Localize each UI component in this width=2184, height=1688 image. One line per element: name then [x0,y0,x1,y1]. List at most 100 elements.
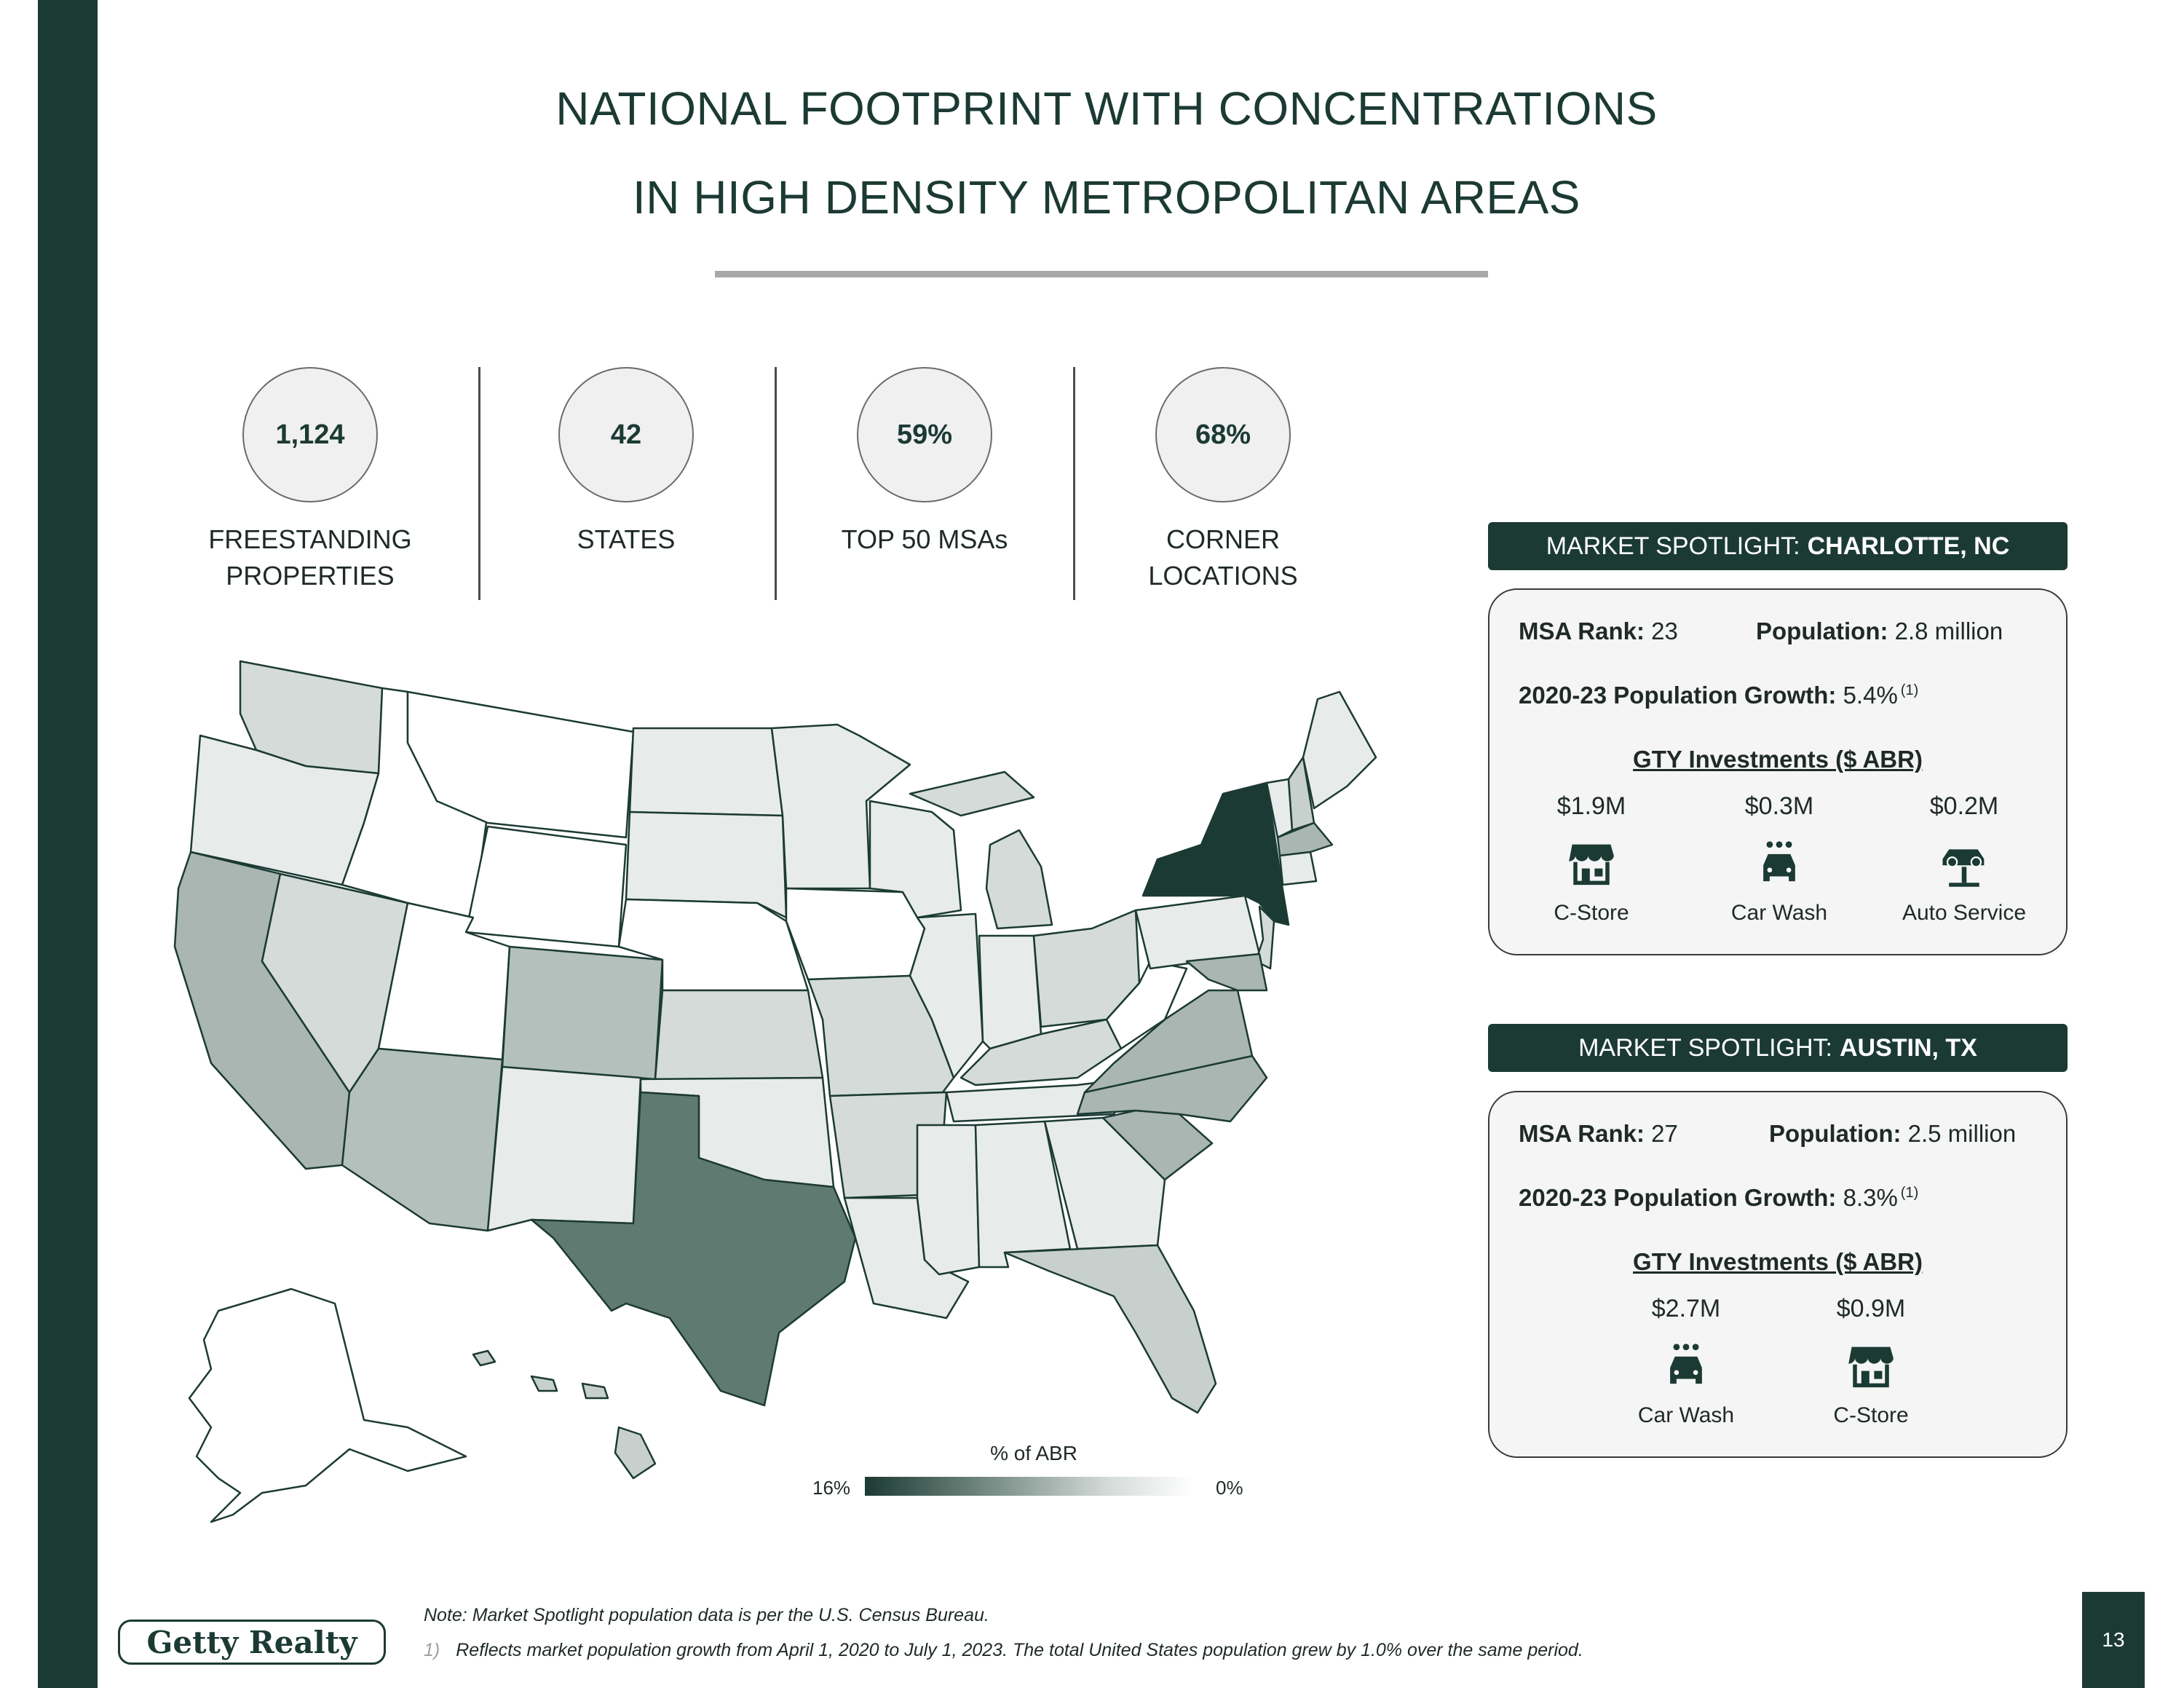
state-maine [1302,690,1377,810]
population-value: 2.8 million [1894,618,2003,644]
growth-footnote-ref: (1) [1900,682,1919,698]
investment-name: Car Wash [1637,1403,1735,1427]
investments-title: GTY Investments ($ ABR) [1633,1248,1923,1275]
state-michigan [909,770,1053,930]
growth-footnote-ref: (1) [1900,1185,1919,1201]
stat-corner: 68% CORNER LOCATIONS [1092,367,1354,594]
state-indiana [978,934,1042,1050]
stat-label: PROPERTIES [226,561,395,591]
growth-value: 8.3% [1843,1184,1898,1211]
stat-value: 42 [558,367,694,502]
car-wash-icon [1599,1336,1773,1396]
car-wash-icon [1692,834,1867,894]
investment-amount: $1.9M [1556,792,1626,820]
stat-label: LOCATIONS [1148,561,1298,591]
population-label: Population: [1769,1120,1902,1147]
stat-divider [478,367,480,600]
state-wisconsin [869,800,962,919]
investments-title: GTY Investments ($ ABR) [1633,746,1923,773]
stat-divider [775,367,777,600]
company-logo: Getty Realty [118,1620,386,1665]
stat-label: TOP 50 MSAs [841,524,1008,554]
state-north-dakota [628,727,784,817]
state-connecticut-rhode-island [1278,851,1318,886]
spotlight-market: AUSTIN, TX [1839,1033,1977,1062]
investment-amount: $0.3M [1744,792,1814,820]
investment-amount: $0.2M [1929,792,1999,820]
state-florida [1003,1244,1217,1414]
stat-label: CORNER [1166,524,1280,554]
state-maryland-delaware [1185,953,1268,992]
footnote-1: 1) Reflects market population growth from… [424,1640,1583,1661]
population-value: 2.5 million [1907,1120,2017,1147]
spotlight-header-austin: MARKET SPOTLIGHT: AUSTIN, TX [1488,1024,2068,1072]
stat-properties: 1,124 FREESTANDING PROPERTIES [179,367,441,594]
population-label: Population: [1756,618,1888,644]
state-texas [530,1091,857,1407]
spotlight-prefix: MARKET SPOTLIGHT: [1546,532,1800,560]
state-iowa [785,887,926,981]
page-number: 13 [2082,1592,2145,1688]
growth-label: 2020-23 Population Growth: [1519,1184,1837,1211]
investment-name: C-Store [1554,901,1629,925]
spotlight-prefix: MARKET SPOTLIGHT: [1578,1033,1832,1062]
footnote-text: Reflects market population growth from A… [456,1640,1583,1660]
stat-divider [1073,367,1075,600]
state-hawaii [472,1349,657,1480]
page-title-line-2: IN HIGH DENSITY METROPOLITAN AREAS [633,171,1580,224]
stat-value: 68% [1155,367,1291,502]
state-alaska [188,1287,467,1523]
us-states-map [173,660,1377,1523]
side-accent-bar [38,0,98,1688]
state-new-mexico [486,1065,642,1232]
state-arizona [341,1047,504,1232]
page-title-line-1: NATIONAL FOOTPRINT WITH CONCENTRATIONS [555,82,1658,135]
stat-top-msas: 59% TOP 50 MSAs [794,367,1056,558]
stat-label: FREESTANDING [208,524,412,554]
stat-label: STATES [577,524,676,554]
store-icon [1784,1336,1958,1396]
legend-high-label: 16% [812,1477,851,1499]
store-icon [1504,834,1679,894]
state-new-jersey [1254,905,1275,970]
spotlight-market: CHARLOTTE, NC [1807,532,2010,560]
footnote-note: Note: Market Spotlight population data i… [424,1605,989,1625]
msa-rank-value: 23 [1651,618,1678,644]
state-south-dakota [625,811,788,919]
legend-title: % of ABR [990,1442,1077,1464]
state-massachusetts [1276,821,1334,857]
footnote-number: 1) [424,1640,440,1660]
state-kansas [654,989,824,1081]
state-new-york [1142,781,1290,926]
investment-cstore: $0.9M C-Store [1784,1295,1958,1428]
state-colorado [501,945,664,1081]
auto-service-icon [1877,834,2052,894]
investment-cstore: $1.9M C-Store [1504,792,1679,926]
investment-autoservice: $0.2M Auto Service [1877,792,2052,926]
growth-label: 2020-23 Population Growth: [1519,682,1837,709]
state-wyoming [464,825,628,948]
state-north-carolina [1076,1054,1268,1123]
legend-gradient [865,1477,1192,1496]
investment-carwash: $2.7M Car Wash [1599,1295,1773,1428]
spotlight-card-austin: MSA Rank: 27 Population: 2.5 million 202… [1488,1091,2068,1458]
investment-name: Car Wash [1730,901,1828,925]
investment-name: Auto Service [1902,901,2027,925]
stat-value: 59% [857,367,992,502]
stat-value: 1,124 [242,367,378,502]
state-minnesota [770,723,911,890]
msa-rank-label: MSA Rank: [1519,618,1645,644]
spotlight-header-charlotte: MARKET SPOTLIGHT: CHARLOTTE, NC [1488,522,2068,570]
investment-carwash: $0.3M Car Wash [1692,792,1867,926]
msa-rank-label: MSA Rank: [1519,1120,1645,1147]
investment-name: C-Store [1833,1403,1909,1427]
investment-amount: $0.9M [1836,1295,1906,1322]
legend-low-label: 0% [1216,1477,1243,1499]
msa-rank-value: 27 [1651,1120,1678,1147]
state-mississippi [916,1124,981,1276]
state-illinois [909,912,984,1079]
state-west-virginia [1105,960,1188,1050]
title-divider [715,271,1488,277]
spotlight-card-charlotte: MSA Rank: 23 Population: 2.8 million 202… [1488,588,2068,955]
stat-states: 42 STATES [495,367,757,558]
